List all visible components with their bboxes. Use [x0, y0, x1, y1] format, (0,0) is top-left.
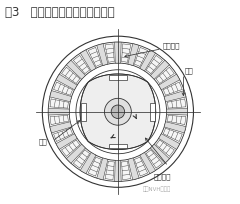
- Polygon shape: [80, 75, 156, 150]
- Polygon shape: [66, 61, 85, 80]
- Polygon shape: [109, 76, 127, 80]
- Polygon shape: [159, 75, 180, 90]
- Circle shape: [104, 99, 131, 126]
- Polygon shape: [140, 51, 156, 72]
- Circle shape: [48, 43, 188, 182]
- Polygon shape: [128, 44, 139, 66]
- Polygon shape: [97, 44, 108, 66]
- Polygon shape: [150, 103, 155, 121]
- Polygon shape: [66, 144, 85, 163]
- Text: 定子: 定子: [184, 67, 193, 74]
- Polygon shape: [50, 91, 72, 102]
- Text: 转子: 转子: [38, 137, 47, 144]
- Circle shape: [111, 105, 125, 119]
- Polygon shape: [167, 109, 187, 115]
- Polygon shape: [164, 91, 186, 102]
- Polygon shape: [115, 43, 121, 64]
- Polygon shape: [164, 122, 186, 133]
- Text: 永久磁铁: 永久磁铁: [153, 172, 171, 179]
- Polygon shape: [159, 134, 180, 150]
- Polygon shape: [140, 153, 156, 174]
- Polygon shape: [56, 134, 77, 150]
- Polygon shape: [150, 61, 169, 80]
- Polygon shape: [80, 51, 96, 72]
- Text: 图3   内置式永磁同步电机结构图: 图3 内置式永磁同步电机结构图: [5, 6, 114, 19]
- Polygon shape: [109, 144, 127, 149]
- Polygon shape: [56, 75, 77, 90]
- Circle shape: [69, 64, 167, 161]
- Polygon shape: [50, 122, 72, 133]
- Text: 汽车NVH云讲堂: 汽车NVH云讲堂: [143, 185, 171, 191]
- Polygon shape: [97, 158, 108, 180]
- Polygon shape: [80, 153, 96, 174]
- Polygon shape: [115, 161, 121, 182]
- Polygon shape: [81, 103, 86, 121]
- Polygon shape: [128, 158, 139, 180]
- Polygon shape: [150, 144, 169, 163]
- Polygon shape: [48, 109, 69, 115]
- Circle shape: [76, 70, 160, 154]
- Text: 定子线圈: 定子线圈: [162, 42, 180, 49]
